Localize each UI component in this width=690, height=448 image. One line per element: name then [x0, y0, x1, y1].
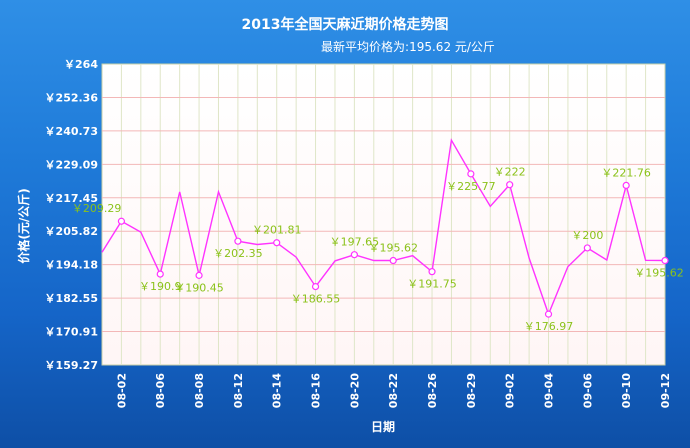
- y-tick-label: ￥182.55: [45, 292, 98, 305]
- data-label: ￥197.65: [330, 236, 380, 249]
- data-point-marker: [195, 271, 203, 279]
- y-tick-label: ￥229.09: [45, 158, 98, 171]
- x-tick-label: 08-02: [115, 373, 128, 408]
- data-labels: ￥209.29 ￥190.9￥190.45 ￥202.35 ￥201.81 ￥186.5…: [72, 166, 684, 333]
- data-point-marker: [544, 310, 553, 318]
- x-axis-label: 日期: [371, 419, 395, 434]
- data-label: ￥201.81: [252, 224, 302, 237]
- y-axis-label: 价格(元/公斤): [16, 188, 31, 263]
- data-label: ￥195.62: [368, 242, 418, 255]
- x-tick-label: 09-04: [543, 373, 556, 409]
- x-tick-label: 08-14: [271, 373, 284, 409]
- y-tick-label: ￥217.45: [45, 192, 98, 205]
- data-label: ￥225.77: [446, 180, 496, 193]
- data-label: ￥202.35: [213, 247, 263, 260]
- data-point-marker: [622, 181, 630, 190]
- data-label: ￥221.76: [601, 166, 651, 179]
- data-point-marker: [156, 270, 164, 278]
- plot-area: [101, 63, 666, 366]
- x-tick-label: 09-06: [581, 373, 594, 409]
- data-label: ￥190.9: [139, 280, 182, 293]
- y-tick-label: ￥252.36: [45, 91, 99, 104]
- x-tick-label: 08-08: [193, 373, 206, 408]
- data-label: ￥176.97: [524, 320, 574, 333]
- x-tick-label: 09-10: [620, 373, 633, 409]
- data-point-marker: [583, 244, 591, 252]
- data-point-marker: [661, 256, 669, 265]
- x-tick-label: 08-26: [426, 373, 439, 409]
- data-label: ￥222: [494, 166, 526, 179]
- data-label: ￥191.75: [407, 278, 457, 291]
- y-tick-label: ￥170.91: [45, 326, 98, 339]
- data-point-marker: [389, 256, 397, 265]
- horizontal-grid: [102, 96, 665, 333]
- data-label: ￥195.62: [634, 267, 684, 280]
- data-label: ￥186.55: [291, 293, 341, 306]
- y-axis-ticks: ￥264 ￥252.36 ￥240.73 ￥229.09 ￥217.45 ￥205.82 ￥…: [45, 58, 99, 372]
- data-point-marker: [234, 237, 242, 245]
- x-tick-label: 08-20: [348, 373, 361, 409]
- y-tick-label: ￥159.27: [45, 359, 98, 372]
- y-tick-label: ￥264: [64, 58, 98, 71]
- y-tick-label: ￥205.82: [45, 225, 98, 238]
- data-point-marker: [350, 251, 358, 259]
- price-line: [101, 138, 666, 317]
- data-point-marker: [467, 170, 475, 178]
- x-tick-label: 08-06: [154, 373, 167, 409]
- data-label: ￥200: [571, 229, 603, 242]
- x-tick-label: 08-29: [465, 373, 478, 408]
- x-tick-label: 08-12: [232, 373, 245, 408]
- data-point-marker: [428, 268, 436, 276]
- data-markers: [117, 170, 669, 318]
- data-label: ￥209.29: [72, 202, 122, 215]
- data-point-marker: [117, 217, 126, 225]
- x-tick-label: 09-02: [504, 373, 517, 408]
- data-point-marker: [311, 282, 320, 291]
- x-tick-label: 08-16: [310, 373, 323, 409]
- data-point-marker: [506, 181, 514, 189]
- x-tick-label: 09-12: [659, 373, 672, 408]
- data-point-marker: [273, 239, 281, 247]
- y-tick-label: ￥240.73: [45, 125, 98, 138]
- chart-title: 2013年全国天麻近期价格走势图: [242, 16, 449, 33]
- chart-subtitle: 最新平均价格为:195.62 元/公斤: [321, 39, 495, 54]
- y-tick-label: ￥194.18: [45, 259, 98, 272]
- data-label: ￥190.45: [174, 281, 224, 294]
- x-tick-label: 08-22: [387, 373, 400, 408]
- x-axis-ticks: 08-02 08-06 08-08 08-12 08-14 08-16 08-20 08-22…: [115, 373, 672, 409]
